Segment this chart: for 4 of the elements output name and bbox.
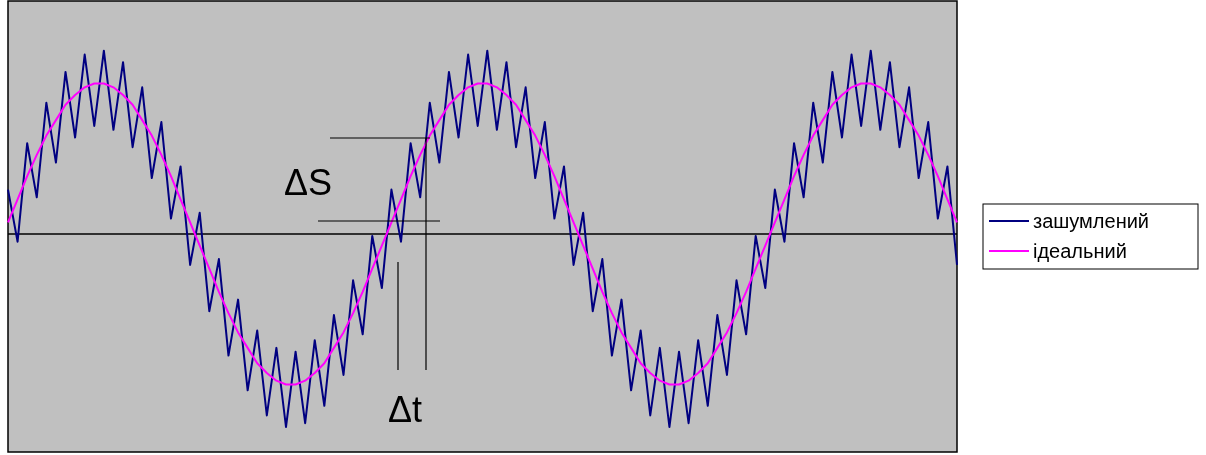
legend-label: зашумлений bbox=[1033, 210, 1150, 232]
annotation: ΔS bbox=[284, 162, 333, 203]
annotation: Δt bbox=[388, 389, 423, 430]
legend-label: ідеальний bbox=[1033, 240, 1127, 262]
